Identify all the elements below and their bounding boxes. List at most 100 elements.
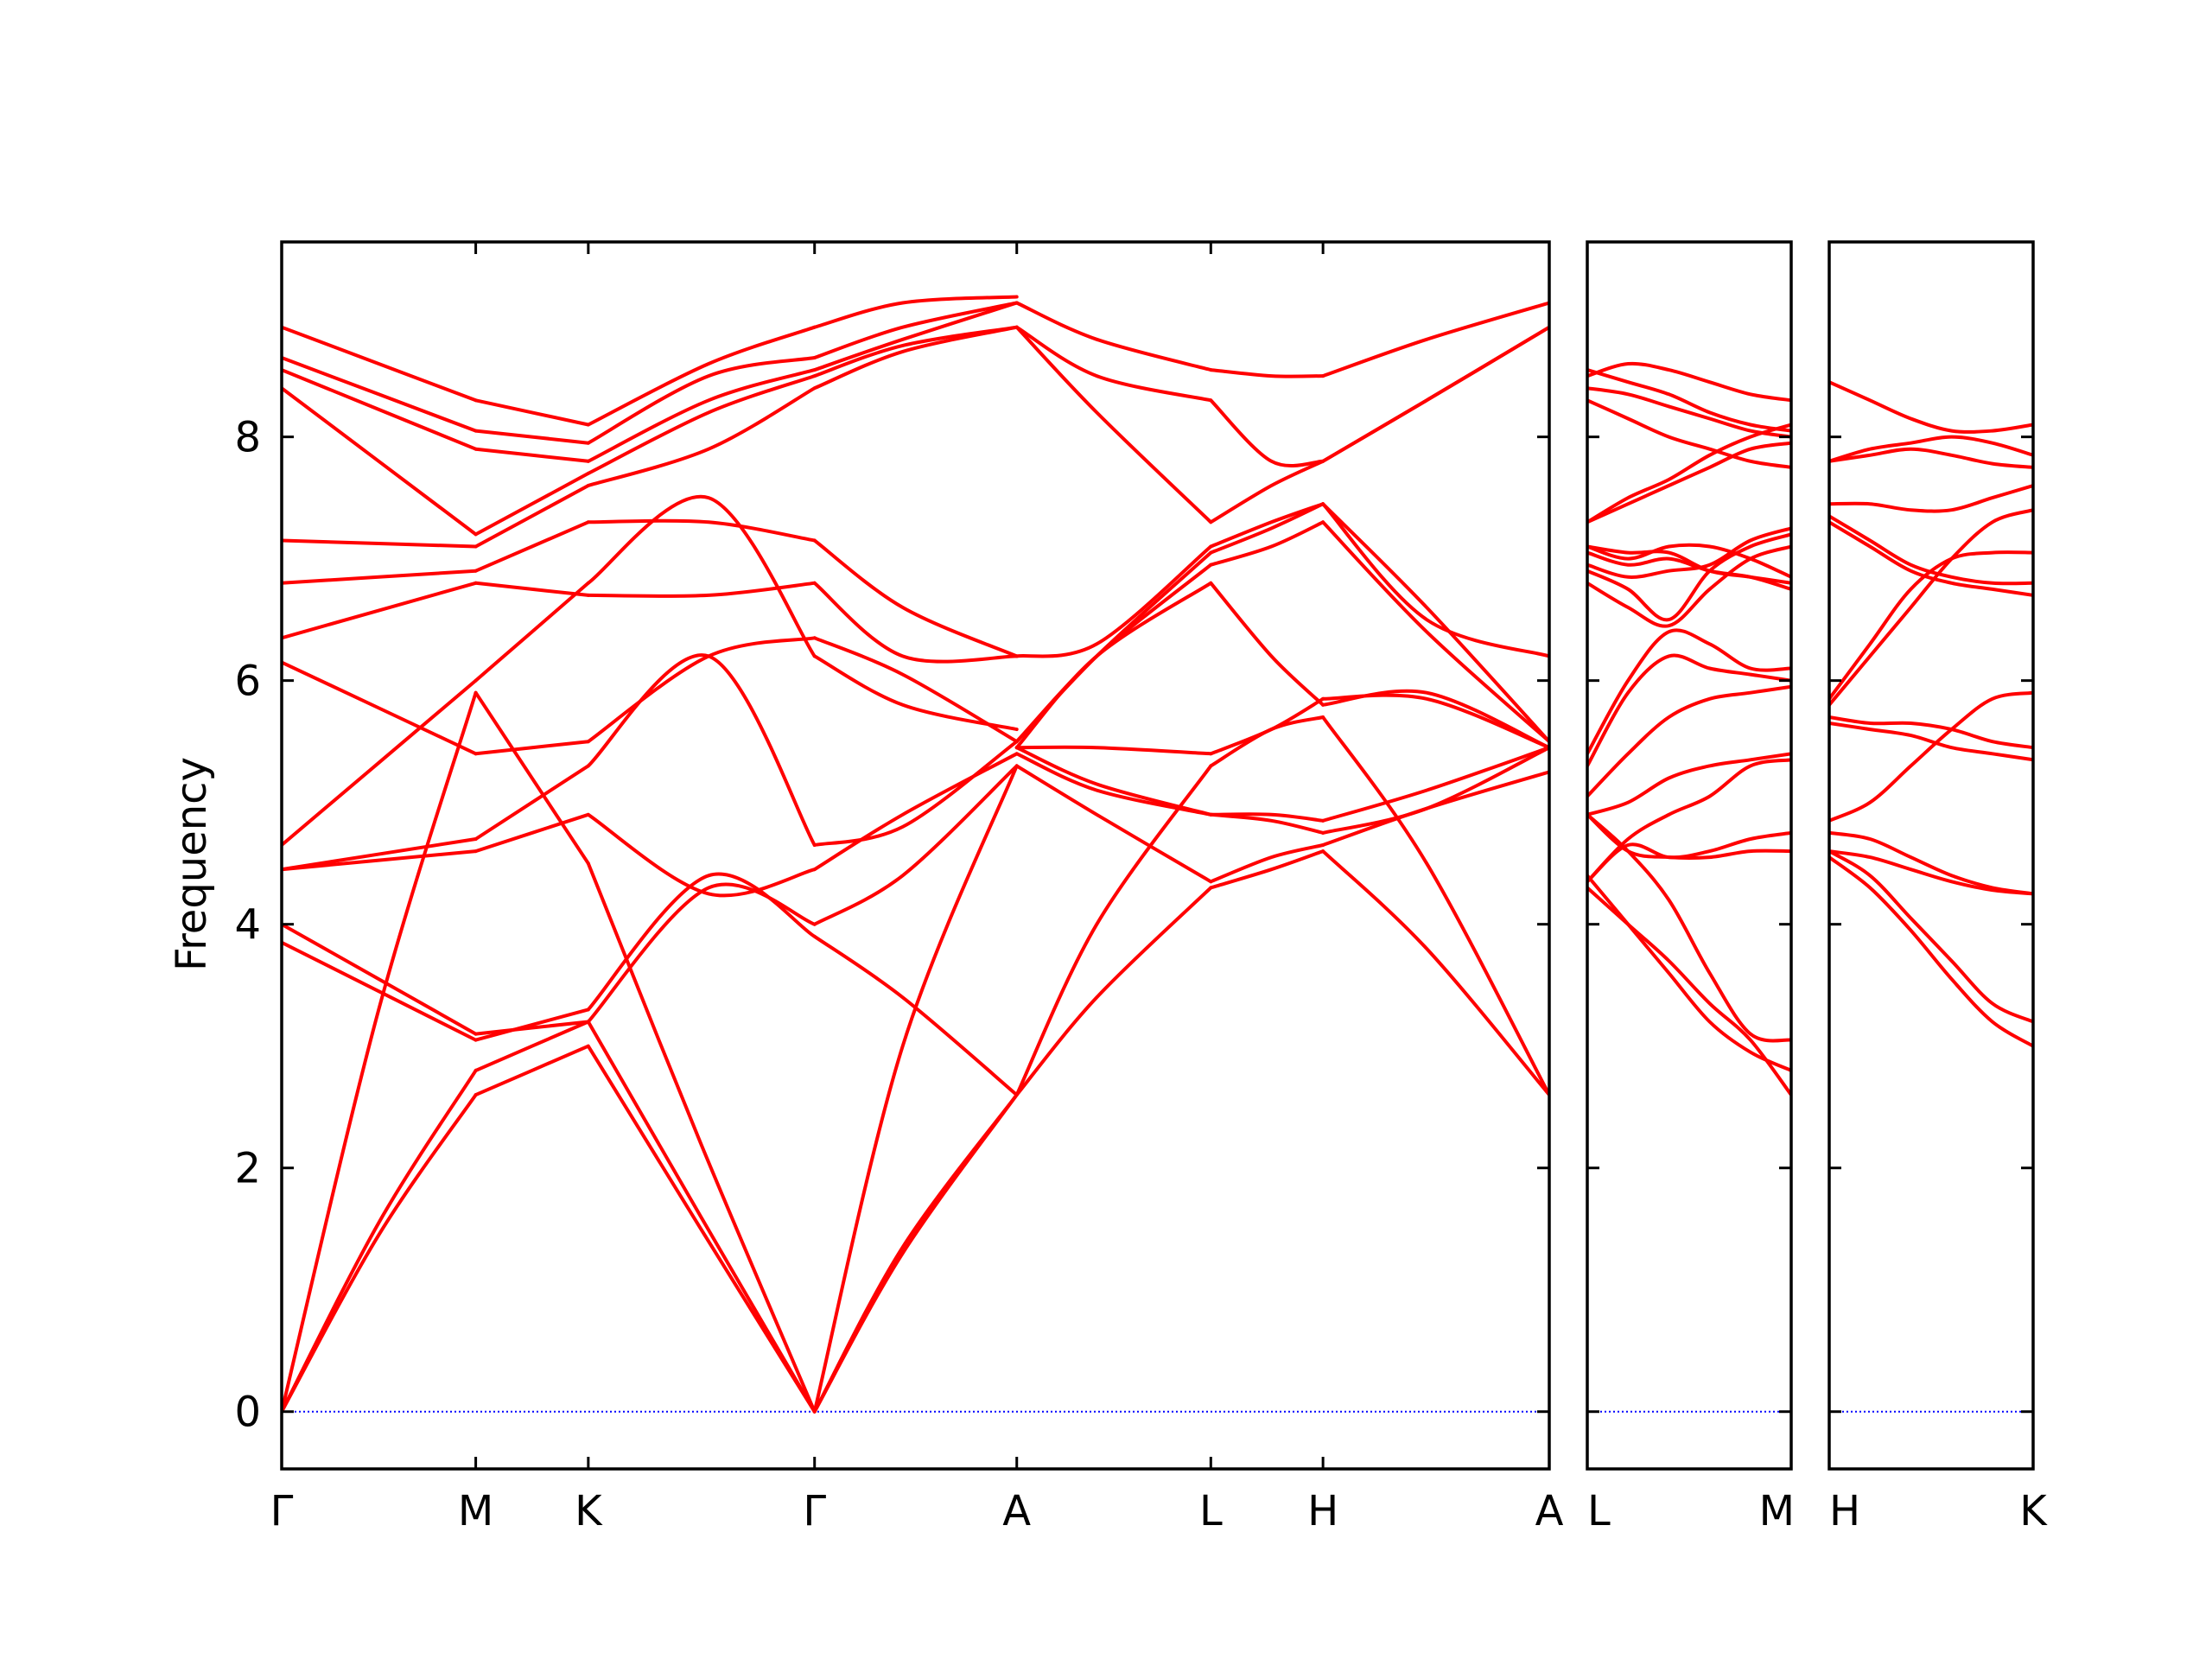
phonon-band (474, 471, 590, 537)
phonon-band (812, 1093, 1019, 1414)
phonon-band (1587, 361, 1791, 403)
phonon-band (1014, 325, 1213, 524)
phonon-band (1829, 550, 2033, 701)
band-lines (282, 295, 1549, 1414)
x-tick-label: K (575, 1487, 603, 1535)
phonon-band (1587, 544, 1791, 628)
plot-frame (280, 240, 1551, 1471)
x-tick-label: M (458, 1487, 493, 1535)
phonon-band (1587, 398, 1791, 469)
panel-1: 0 2 4 6 8 Γ M K Γ A L H A (234, 240, 1564, 1535)
phonon-band (474, 690, 590, 866)
plot-frame (1586, 240, 1793, 1471)
phonon-band (812, 740, 1019, 847)
phonon-band (282, 538, 478, 549)
phonon-band (812, 538, 1019, 658)
x-tick-label: M (1759, 1487, 1795, 1535)
phonon-band (1321, 502, 1549, 744)
phonon-band (586, 368, 817, 463)
x-tick-label: H (1829, 1487, 1860, 1535)
phonon-band (282, 1068, 478, 1414)
x-tick-label: L (1587, 1487, 1611, 1535)
phonon-band (1587, 886, 1791, 1097)
phonon-band (1209, 520, 1325, 567)
phonon-band (1829, 849, 2033, 896)
phonon-band (1829, 721, 2033, 762)
phonon-band (1209, 812, 1325, 823)
phonon-band (474, 398, 590, 427)
phonon-band (282, 922, 478, 1036)
phonon-band (812, 934, 1019, 1097)
phonon-band (1209, 849, 1325, 890)
phonon-band (282, 678, 478, 847)
phonon-band (1321, 715, 1549, 1097)
phonon-band (1321, 746, 1549, 823)
phonon-band (1014, 301, 1213, 372)
phonon-band (586, 386, 817, 487)
phonon-band (1209, 398, 1325, 468)
phonon-band (1321, 689, 1549, 750)
phonon-band (1587, 423, 1791, 524)
phonon-band (1587, 441, 1791, 524)
phonon-band (1587, 758, 1791, 884)
phonon-band (1587, 628, 1791, 756)
phonon-band (474, 1007, 590, 1042)
phonon-band (474, 740, 590, 756)
phonon-band (474, 447, 590, 463)
y-tick-label: 8 (234, 414, 261, 462)
phonon-band (282, 325, 478, 403)
phonon-band (1587, 526, 1791, 579)
phonon-band (812, 654, 1019, 732)
y-tick-label: 2 (234, 1145, 261, 1193)
phonon-band (1209, 715, 1325, 768)
phonon-band (812, 636, 1019, 744)
band-lines (1829, 380, 2033, 1048)
phonon-band (586, 861, 817, 1414)
phonon-band (586, 636, 817, 744)
x-tick-label: Γ (803, 1487, 826, 1535)
phonon-band (1321, 746, 1549, 835)
phonon-band (1587, 830, 1791, 884)
phonon-band (282, 356, 478, 433)
phonon-band (1321, 301, 1549, 378)
phonon-band (1587, 752, 1791, 817)
phonon-band (1587, 543, 1791, 579)
phonon-band (1321, 520, 1549, 744)
phonon-band (1014, 563, 1213, 744)
phonon-band (812, 295, 1019, 329)
phonon-band (1829, 484, 2033, 513)
phonon-band (1014, 764, 1213, 884)
phonon-band (1014, 325, 1213, 403)
phonon-band (1587, 874, 1791, 1072)
phonon-band (474, 1020, 590, 1072)
phonon-band (812, 764, 1019, 1414)
phonon-band (812, 1093, 1019, 1414)
y-tick-label: 4 (234, 901, 261, 950)
phonon-band (1829, 508, 2033, 707)
phonon-band (1829, 849, 2033, 1024)
phonon-band (282, 1093, 478, 1414)
phonon-band (1209, 843, 1325, 884)
phonon-band (282, 660, 478, 756)
phonon-band (586, 653, 817, 847)
phonon-band (1209, 459, 1325, 524)
phonon-band (1829, 715, 2033, 750)
x-tick-label: Γ (270, 1487, 294, 1535)
phonon-band (1014, 746, 1213, 817)
phonon-band (282, 581, 478, 640)
phonon-band (812, 325, 1019, 378)
phonon-band (586, 325, 817, 427)
phonon-band (812, 752, 1019, 872)
x-tick-label: A (1002, 1487, 1031, 1535)
phonon-band (474, 1020, 590, 1036)
phonon-band (474, 520, 590, 573)
phonon-band (282, 386, 478, 537)
phonon-band (1209, 696, 1325, 756)
phonon-band (1014, 550, 1213, 744)
phonon-band (586, 812, 817, 898)
phonon-band (1209, 368, 1325, 378)
phonon-band (586, 494, 817, 658)
phonon-band (586, 374, 817, 475)
